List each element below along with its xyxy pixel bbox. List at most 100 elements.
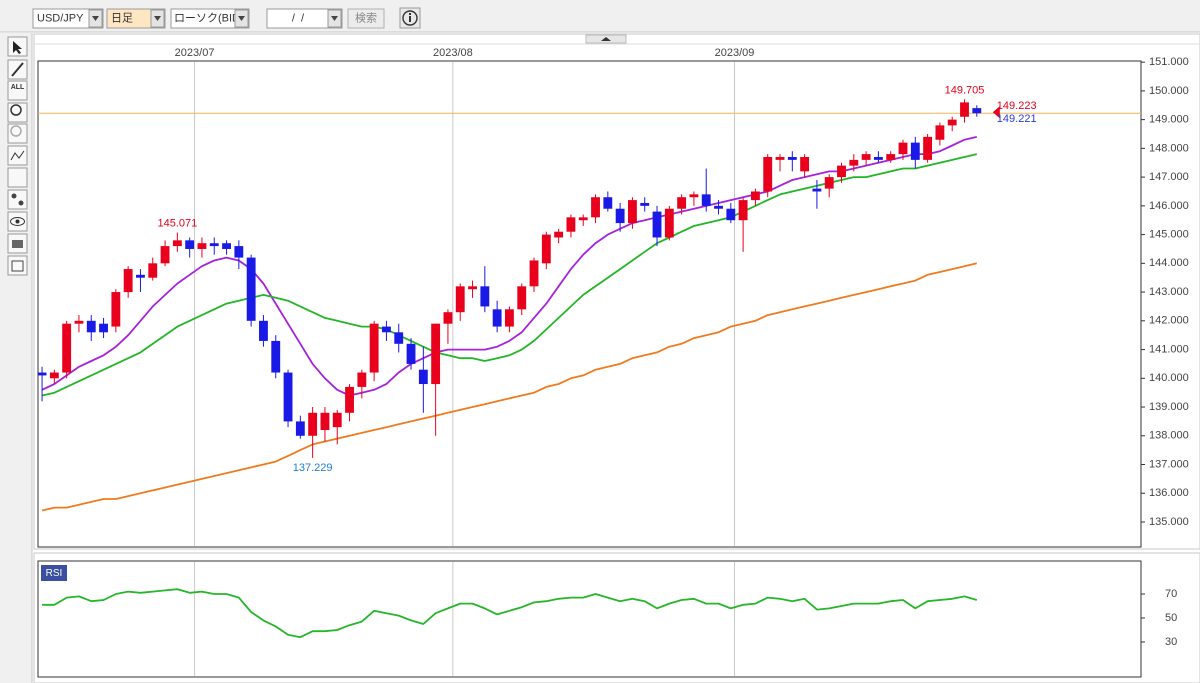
candle-body xyxy=(345,386,354,413)
symbol-select[interactable] xyxy=(32,8,104,29)
candle-body xyxy=(443,312,453,324)
candle-body xyxy=(222,243,231,249)
candle-body xyxy=(541,234,551,264)
extreme-label: 145.071 xyxy=(157,217,197,229)
chart-kind: ローソク(BID) xyxy=(174,11,244,24)
candle-body xyxy=(529,260,539,287)
candle-body xyxy=(246,257,256,321)
candle-body xyxy=(492,309,502,327)
candle-body xyxy=(849,159,859,166)
candle-body xyxy=(111,292,121,327)
candle-body xyxy=(627,200,637,224)
candle-body xyxy=(86,320,96,333)
candle-body xyxy=(308,412,318,436)
y-tick-label: 140.000 xyxy=(1149,372,1189,384)
tool-erase-all[interactable] xyxy=(7,80,28,101)
table-icon xyxy=(11,260,24,272)
y-tick-label: 143.000 xyxy=(1149,286,1189,298)
candle-body xyxy=(74,320,84,324)
y-tick-label: 137.000 xyxy=(1149,458,1189,470)
candle-body xyxy=(468,286,477,290)
candle-body xyxy=(209,243,219,247)
y-tick-label: 139.000 xyxy=(1149,401,1189,413)
eye-icon xyxy=(10,217,25,226)
candle-body xyxy=(652,211,662,238)
tool-values[interactable] xyxy=(7,167,28,188)
y-tick-label: 146.000 xyxy=(1149,200,1189,212)
candle-body xyxy=(935,125,945,140)
candle-body xyxy=(517,286,527,310)
y-tick-label: 136.000 xyxy=(1149,487,1189,499)
candle-body xyxy=(49,372,59,379)
zoom-icon xyxy=(10,104,22,116)
y-tick-label: 147.000 xyxy=(1149,171,1189,183)
candle-body xyxy=(910,142,920,160)
x-tick-label: 2023/08 xyxy=(433,47,473,59)
candle-body xyxy=(172,240,182,247)
candle-body xyxy=(800,156,810,172)
bid-label: 149.223 xyxy=(997,100,1037,112)
dropdown-arrow xyxy=(238,16,245,21)
candle-body xyxy=(160,246,170,264)
y-tick-label: 150.000 xyxy=(1149,85,1189,97)
dropdown-arrow xyxy=(154,16,161,21)
candle-body xyxy=(406,343,416,364)
candle-body xyxy=(320,412,330,431)
candle-body xyxy=(148,263,158,278)
candle-body xyxy=(185,240,195,249)
candle-body xyxy=(972,108,982,114)
moving-average xyxy=(41,153,978,397)
zoom-icon xyxy=(10,125,22,137)
price-marker xyxy=(992,106,1000,119)
settings-icon xyxy=(11,193,17,199)
indicator-icon xyxy=(10,150,25,161)
tool-zoom-in[interactable] xyxy=(7,102,28,123)
print-icon xyxy=(12,240,23,248)
candle-body xyxy=(640,202,650,206)
x-tick-label: 2023/07 xyxy=(175,47,215,59)
tool-table[interactable] xyxy=(7,255,28,276)
candle-body xyxy=(123,269,133,293)
date-input[interactable] xyxy=(266,8,343,29)
rsi-plot-area xyxy=(37,560,1142,678)
search-button[interactable] xyxy=(347,8,385,29)
rsi-line xyxy=(42,588,978,639)
candle-body xyxy=(37,372,47,376)
candle-body xyxy=(923,136,933,160)
candle-body xyxy=(861,154,871,160)
cursor-icon xyxy=(13,41,22,54)
candle-body xyxy=(664,208,674,238)
y-tick-label: 70 xyxy=(1165,588,1177,600)
tool-zoom-out[interactable] xyxy=(7,123,28,144)
candle-body xyxy=(394,332,404,344)
candle-body xyxy=(197,243,207,249)
candle-body xyxy=(701,194,711,206)
candle-body xyxy=(738,200,748,221)
candle-body xyxy=(947,119,957,126)
candle-body xyxy=(332,412,342,428)
candle-body xyxy=(418,369,428,385)
y-tick-label: 30 xyxy=(1165,636,1177,648)
candle-body xyxy=(62,323,72,373)
candle-body xyxy=(259,320,268,341)
tool-settings[interactable] xyxy=(7,189,28,210)
candle-body xyxy=(689,194,699,198)
candle-body xyxy=(714,205,723,209)
plot-area xyxy=(37,60,1142,548)
info-icon xyxy=(409,13,411,15)
y-tick-label: 151.000 xyxy=(1149,56,1189,68)
info-icon xyxy=(409,16,411,22)
settings-icon xyxy=(18,200,24,206)
y-tick-label: 142.000 xyxy=(1149,315,1189,327)
dropdown-arrow xyxy=(331,16,338,21)
candle-body xyxy=(369,323,379,373)
candle-body xyxy=(824,177,834,189)
candle-body xyxy=(283,372,293,422)
y-tick-label: 148.000 xyxy=(1149,142,1189,154)
candle-body xyxy=(295,421,305,436)
chart-kind-select[interactable] xyxy=(170,8,250,29)
candle-body xyxy=(763,156,773,192)
y-tick-label: 141.000 xyxy=(1149,343,1189,355)
ask-label: 149.221 xyxy=(997,113,1037,125)
